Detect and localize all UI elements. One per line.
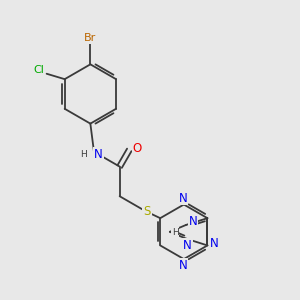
Text: O: O: [133, 142, 142, 154]
Text: N: N: [94, 148, 103, 161]
Text: N: N: [183, 239, 192, 252]
Text: Cl: Cl: [33, 65, 44, 75]
Text: H: H: [80, 150, 87, 159]
Text: H: H: [172, 228, 178, 237]
Text: N: N: [179, 191, 188, 205]
Text: Br: Br: [84, 33, 97, 43]
Text: N: N: [210, 237, 219, 250]
Text: N: N: [189, 215, 197, 228]
Text: S: S: [143, 205, 151, 218]
Text: N: N: [179, 259, 188, 272]
